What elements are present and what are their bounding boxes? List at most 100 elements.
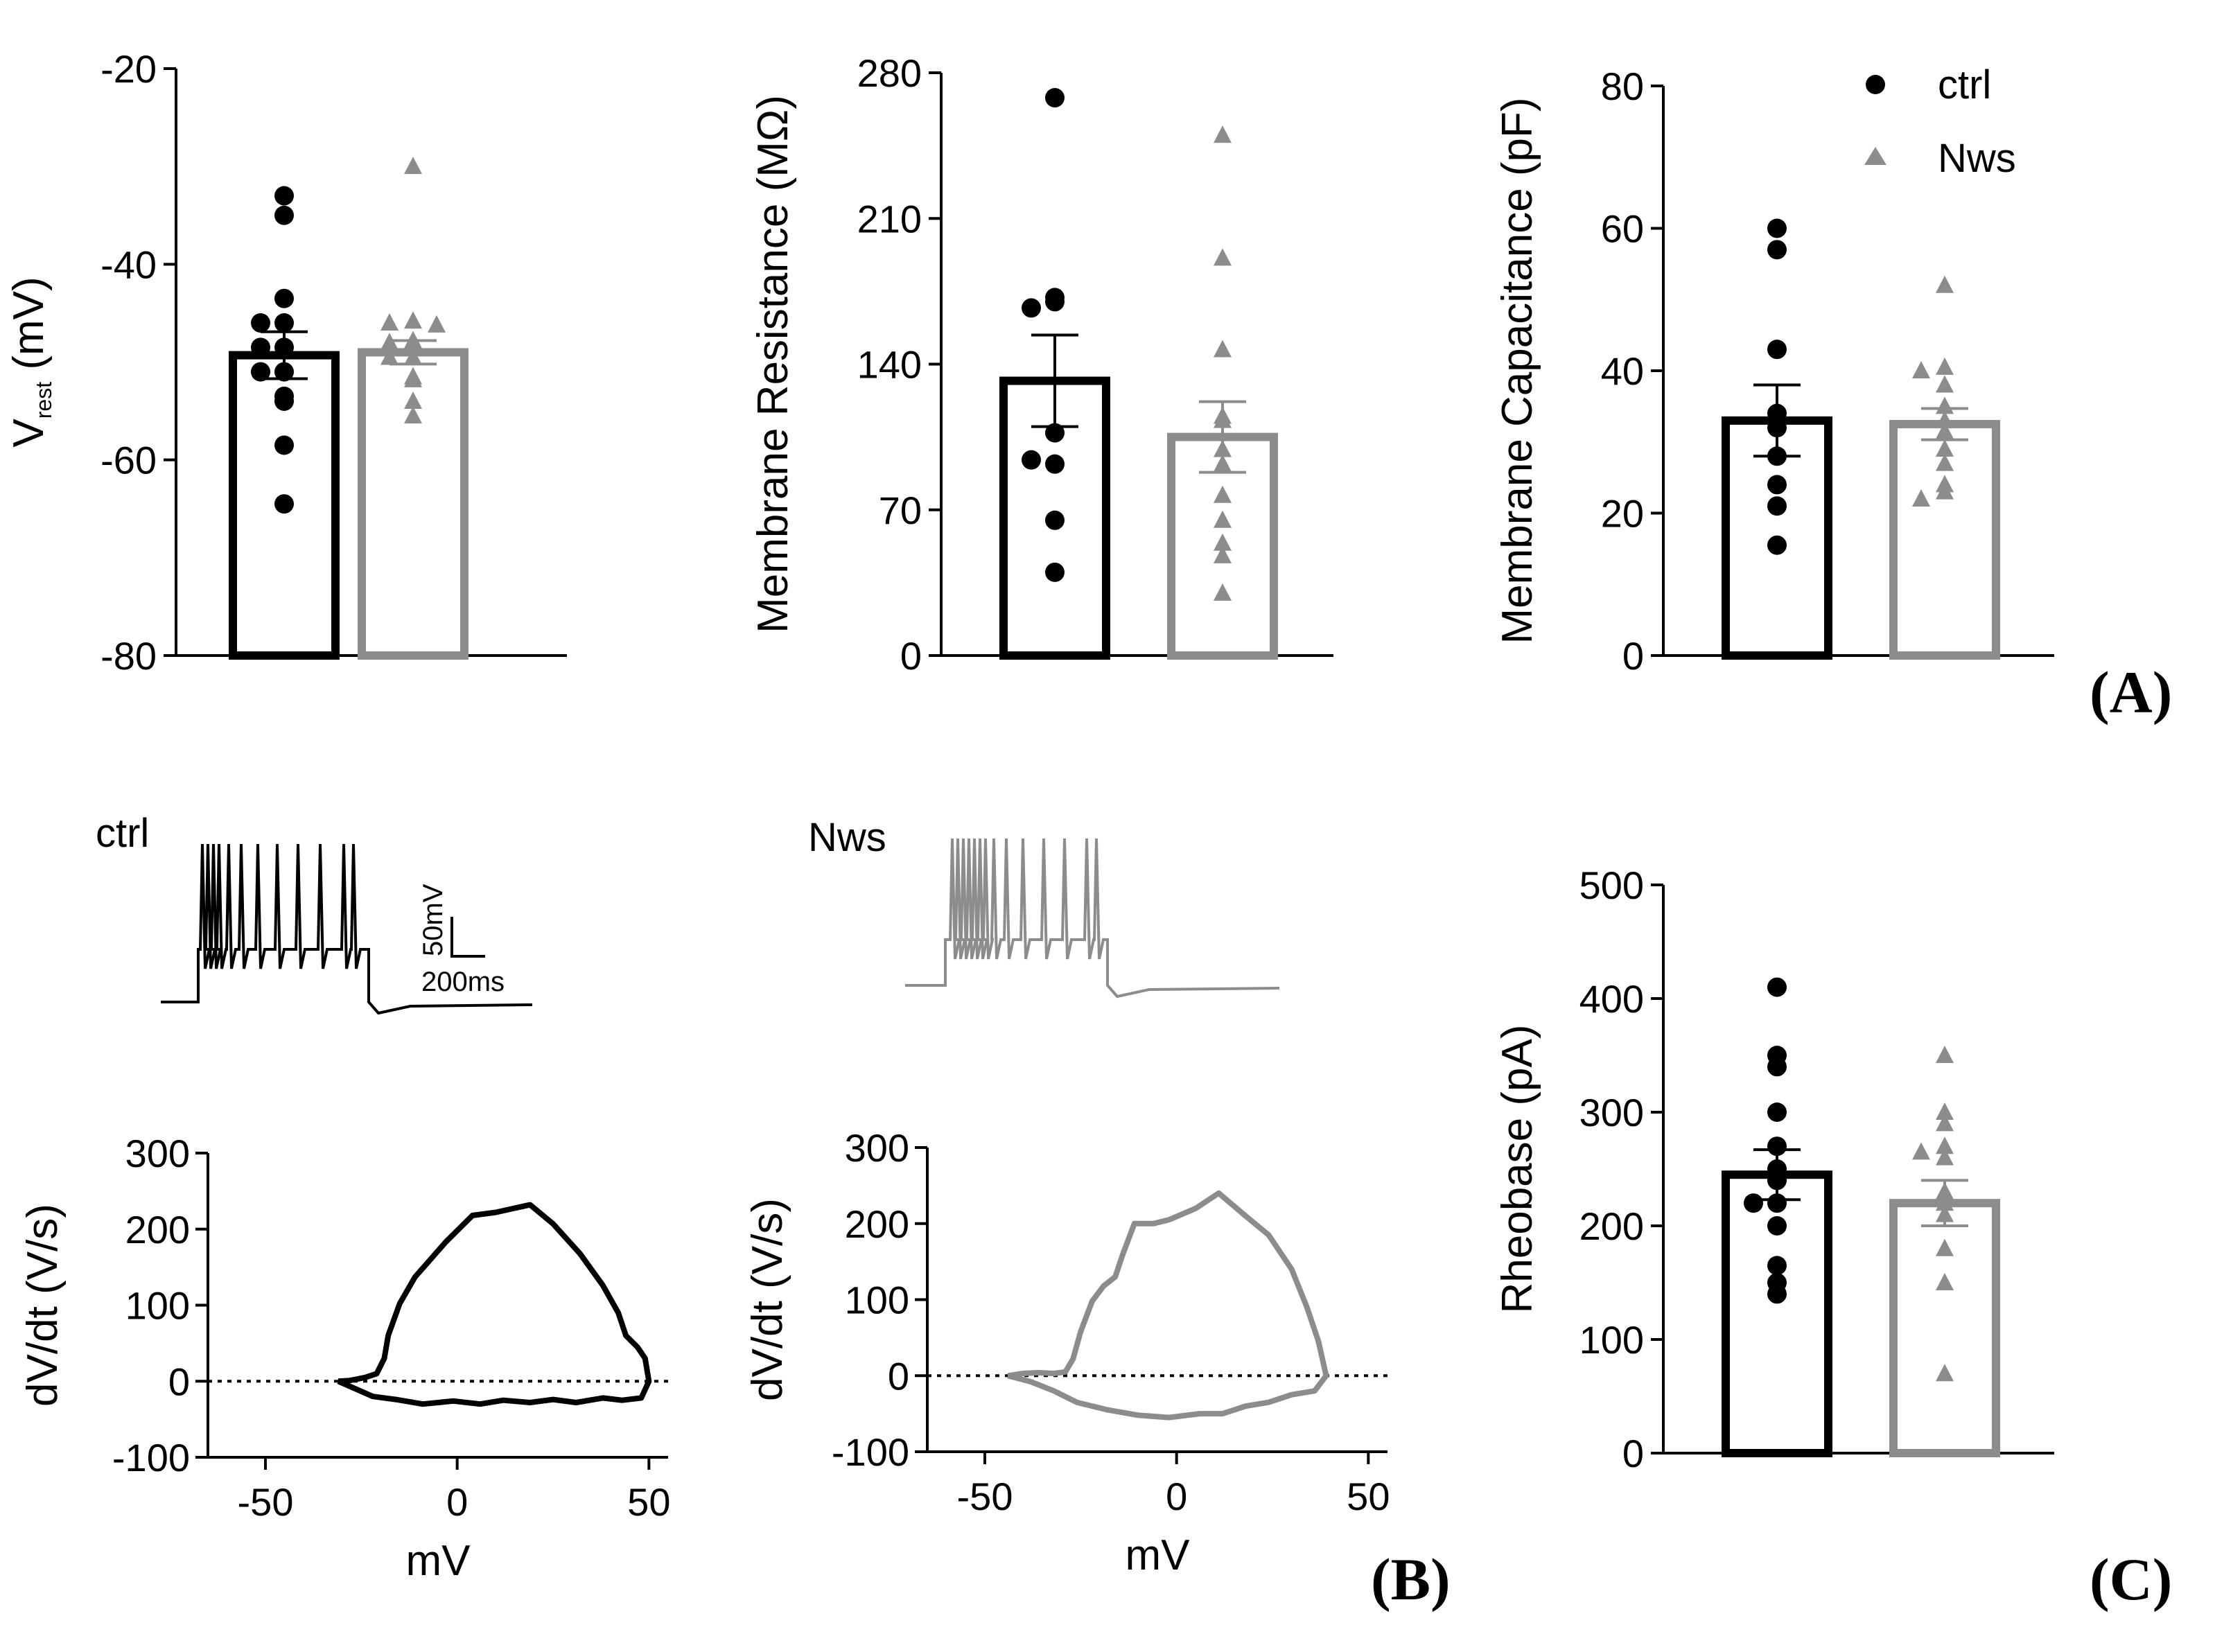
data-point-nws [1214, 125, 1232, 143]
data-point-nws [1912, 489, 1930, 507]
y-tick-label: 60 [1601, 207, 1644, 251]
chart-membrane-capacitance: 0 20 40 60 80 Membrane Capacitance (pF) [1494, 64, 2054, 678]
data-point-ctrl [1767, 1284, 1787, 1304]
data-point-nws [1936, 1114, 1954, 1132]
legend-ctrl-marker [1866, 75, 1885, 94]
data-point-ctrl [1767, 977, 1787, 997]
data-point-nws [1936, 1181, 1954, 1200]
data-point-ctrl [1767, 418, 1787, 438]
chart-phase-plot-nws: -100 0 100 200 300 -50 0 50 mV dV/dt (V/s) [744, 1126, 1390, 1579]
data-point-ctrl [274, 313, 294, 333]
y-tick-label: -80 [100, 634, 157, 678]
data-point-nws [1214, 510, 1232, 528]
data-point-ctrl [1022, 298, 1041, 318]
data-point-nws [1936, 1102, 1954, 1120]
y-tick-label: 140 [857, 343, 922, 387]
data-point-ctrl [251, 313, 270, 333]
y-tick-label: 300 [845, 1126, 909, 1170]
data-point-nws [1214, 533, 1232, 551]
data-point-nws [1214, 439, 1232, 457]
y-tick-label: -60 [100, 439, 157, 482]
y-tick-label: 0 [1622, 634, 1644, 678]
x-tick-label: 0 [446, 1480, 468, 1524]
scale-bar-time: 200ms [421, 967, 505, 997]
data-point-ctrl [1767, 475, 1787, 495]
data-point-nws [1214, 545, 1232, 563]
y-tick-label: 300 [125, 1132, 190, 1175]
data-point-nws [428, 315, 446, 333]
y-tick-label: -100 [112, 1436, 190, 1479]
legend-ctrl-label: ctrl [1938, 62, 1991, 107]
y-tick-label: 0 [888, 1354, 909, 1398]
data-point-nws [1936, 396, 1954, 414]
y-tick-label: 0 [1622, 1432, 1644, 1475]
data-point-nws [404, 406, 422, 424]
y-tick-label: 200 [1579, 1204, 1644, 1248]
data-point-nws [1936, 439, 1954, 457]
x-axis-label: mV [406, 1537, 471, 1585]
data-point-nws [1214, 340, 1232, 358]
data-point-nws [1912, 1142, 1930, 1160]
data-point-nws [1936, 421, 1954, 439]
data-point-ctrl [1045, 292, 1065, 312]
chart-phase-plot-ctrl: -100 0 100 200 300 -50 0 50 mV dV/dt (V/s) [19, 1132, 670, 1585]
data-point-nws [1912, 361, 1930, 378]
data-point-ctrl [1767, 218, 1787, 238]
y-tick-label: -100 [832, 1430, 909, 1474]
y-tick-label: 70 [879, 489, 922, 532]
scale-bar-voltage: 50mV [418, 884, 448, 956]
data-point-ctrl [1045, 510, 1065, 530]
chart-rheobase: 0 100 200 300 400 500 Rheobase (pA) [1494, 863, 2054, 1475]
y-axis-label: Membrane Resistance (MΩ) [749, 95, 797, 633]
y-tick-label: -40 [100, 243, 157, 286]
panel-label-b: (B) [1371, 1546, 1451, 1613]
data-point-ctrl [1767, 1136, 1787, 1157]
data-point-nws [1936, 375, 1954, 393]
data-point-ctrl [1767, 340, 1787, 360]
data-point-ctrl [251, 362, 270, 382]
data-point-nws [1936, 1148, 1954, 1166]
legend-nws-marker [1864, 147, 1886, 165]
y-tick-label: 200 [845, 1202, 909, 1246]
legend-nws-label: Nws [1938, 136, 2016, 181]
y-tick-label: 200 [125, 1208, 190, 1251]
data-point-nws [1936, 453, 1954, 471]
data-point-nws [1936, 482, 1954, 500]
data-point-ctrl [251, 337, 270, 358]
data-point-nws [1936, 1046, 1954, 1063]
y-tick-label: 100 [845, 1278, 909, 1322]
data-point-nws [1214, 583, 1232, 601]
data-point-ctrl [1022, 450, 1041, 470]
data-point-nws [1214, 410, 1232, 428]
data-point-nws [1214, 485, 1232, 503]
y-tick-label: 210 [857, 197, 922, 240]
data-point-nws [404, 331, 422, 349]
data-point-ctrl [1767, 1057, 1787, 1077]
data-point-ctrl [1767, 1193, 1787, 1213]
data-point-ctrl [274, 288, 294, 308]
x-tick-label: 50 [627, 1480, 670, 1524]
phase-loop-ctrl [337, 1202, 652, 1407]
data-point-ctrl [1767, 496, 1787, 516]
x-tick-label: -50 [957, 1475, 1013, 1518]
y-tick-label: 0 [900, 634, 922, 678]
data-point-nws [380, 347, 399, 365]
phase-loop-nws [1007, 1190, 1329, 1421]
data-point-nws [1214, 454, 1232, 472]
y-axis-label: dV/dt (V/s) [744, 1198, 791, 1401]
data-point-nws [1936, 1273, 1954, 1290]
y-tick-label: 80 [1601, 64, 1644, 108]
data-point-ctrl [1767, 240, 1787, 260]
data-point-ctrl [274, 435, 294, 455]
y-axis-label: dV/dt (V/s) [19, 1204, 67, 1407]
data-point-ctrl [1767, 1170, 1787, 1190]
panel-label-a: (A) [2090, 659, 2172, 726]
chart-membrane-resistance: 0 70 140 210 280 Membrane Resistance (MΩ) [749, 51, 1333, 678]
data-point-ctrl [1045, 423, 1065, 443]
data-point-ctrl [1744, 1193, 1763, 1213]
legend: ctrl Nws [1864, 62, 2016, 181]
data-point-nws [1936, 1136, 1954, 1154]
scale-bar-lines [450, 917, 485, 958]
data-point-ctrl [1767, 1102, 1787, 1122]
